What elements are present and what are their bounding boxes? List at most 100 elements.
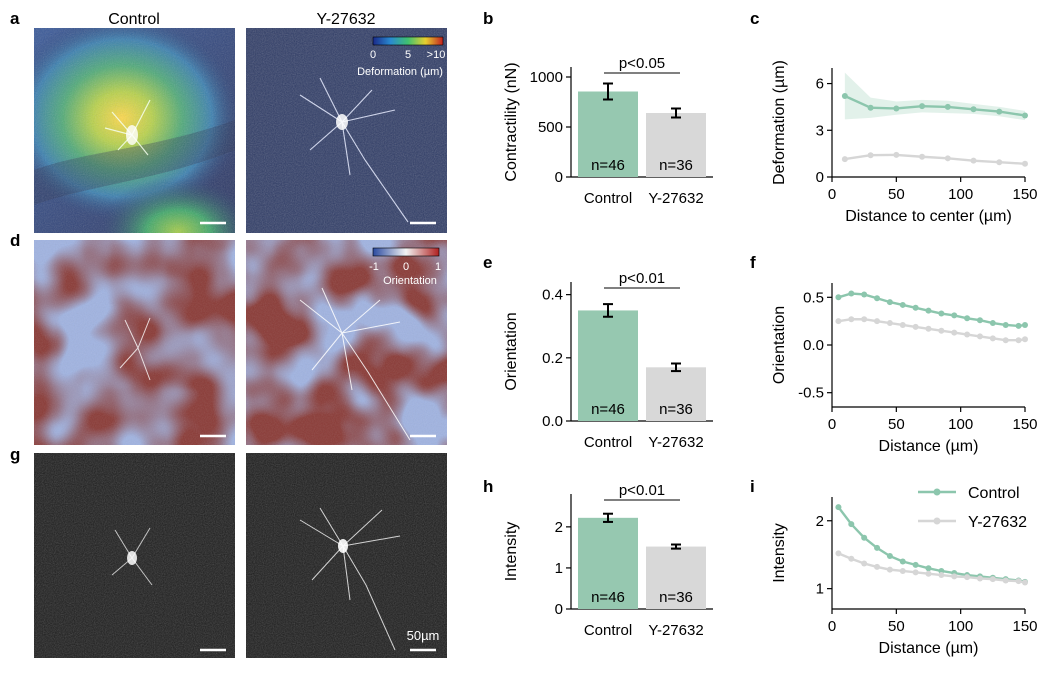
orientation-colorbar-tick-0: -1 xyxy=(369,261,379,273)
deformation-colorbar: 0 5 >10 Deformation (µm) xyxy=(357,36,446,78)
y-axis-label: Orientation xyxy=(503,312,520,390)
y-tick-label: 0.0 xyxy=(803,337,824,354)
data-point xyxy=(874,563,881,570)
panel-letter-h: h xyxy=(483,477,493,496)
bar-y-27632 xyxy=(646,546,706,609)
data-point xyxy=(886,320,893,327)
data-point xyxy=(1002,321,1009,328)
x-tick-label: 100 xyxy=(948,186,973,203)
data-point xyxy=(886,553,893,560)
x-tick-label: Y-27632 xyxy=(648,434,703,451)
count-label: n=46 xyxy=(591,401,625,418)
x-tick-label: 150 xyxy=(1012,186,1037,203)
panel-letter-e: e xyxy=(483,253,492,272)
data-point xyxy=(1015,337,1022,344)
data-point xyxy=(919,153,926,160)
count-label: n=46 xyxy=(591,157,625,174)
x-tick-label: 150 xyxy=(1012,416,1037,433)
bar-control xyxy=(578,91,638,177)
data-point xyxy=(964,574,971,581)
data-point xyxy=(835,294,842,301)
x-tick-label: 100 xyxy=(948,416,973,433)
y-tick-label: 0 xyxy=(555,601,563,618)
y-tick-label: 3 xyxy=(816,122,824,139)
y-tick-label: 1 xyxy=(555,560,563,577)
chart-orientation-bar: 0.0 0.2 0.4 Orientation n=46 Control n=36 Y-276… xyxy=(503,270,713,451)
data-point xyxy=(1022,579,1028,586)
significance-label: p<0.01 xyxy=(619,270,665,287)
data-point xyxy=(996,159,1003,166)
data-point xyxy=(938,327,945,334)
data-point xyxy=(925,325,932,332)
data-point xyxy=(912,304,919,311)
x-tick-label: 0 xyxy=(828,186,836,203)
data-point xyxy=(951,312,958,319)
data-point xyxy=(989,576,996,583)
y-axis-label: Contractility (nN) xyxy=(503,62,520,181)
data-point xyxy=(976,317,983,324)
data-point xyxy=(925,565,932,572)
x-tick-label: 50 xyxy=(888,618,905,635)
data-point xyxy=(893,151,900,158)
data-point xyxy=(1015,322,1022,329)
column-title-y27632: Y-27632 xyxy=(316,11,375,28)
panel-letter-a: a xyxy=(10,9,20,28)
data-point xyxy=(1022,336,1028,343)
count-label: n=36 xyxy=(659,401,693,418)
deformation-colorbar-tick-1: 5 xyxy=(405,49,411,61)
data-point xyxy=(970,106,977,113)
image-intensity-y27632 xyxy=(246,453,447,658)
y-tick-label: 0.2 xyxy=(542,350,563,367)
data-point xyxy=(886,566,893,573)
panel-letters: a b c d e f g h i xyxy=(10,9,759,496)
data-point xyxy=(841,93,848,100)
panel-letter-g: g xyxy=(10,445,20,464)
bar-y-27632 xyxy=(646,113,706,177)
orientation-colorbar-tick-2: 1 xyxy=(435,261,441,273)
series-line-control xyxy=(837,506,1026,584)
scalebar-label: 50µm xyxy=(407,628,440,643)
deformation-colorbar-tick-2: >10 xyxy=(427,49,446,61)
data-point xyxy=(848,521,855,528)
series-line-control xyxy=(838,292,1026,328)
chart-orientation-profile: 0 50 100 150 -0.5 0.0 0.5 Distance (µm) Orientat… xyxy=(771,283,1038,455)
data-point xyxy=(861,534,868,541)
data-point xyxy=(841,156,848,163)
chart-contractility: 0 500 1000 Contractility (nN) n=46 Control n=3… xyxy=(503,55,713,207)
data-point xyxy=(874,295,881,302)
data-point xyxy=(899,301,906,308)
y-tick-label: 1000 xyxy=(530,69,563,86)
count-label: n=36 xyxy=(659,157,693,174)
data-point xyxy=(944,103,951,110)
x-tick-label: 50 xyxy=(888,416,905,433)
data-point xyxy=(951,573,958,580)
data-point xyxy=(867,104,874,111)
x-tick-label: Control xyxy=(584,434,632,451)
x-tick-label: 50 xyxy=(888,186,905,203)
y-tick-label: 500 xyxy=(538,119,563,136)
data-point xyxy=(1002,577,1009,584)
data-point xyxy=(944,155,951,162)
data-point xyxy=(899,567,906,574)
data-point xyxy=(886,299,893,306)
orientation-colorbar: -1 0 1 Orientation xyxy=(369,247,441,287)
y-axis-label: Orientation xyxy=(771,306,788,384)
x-tick-label: 0 xyxy=(828,618,836,635)
data-point xyxy=(951,329,958,336)
data-point xyxy=(912,561,919,568)
data-point xyxy=(893,105,900,112)
y-axis-label: Intensity xyxy=(771,523,788,583)
data-point xyxy=(989,335,996,342)
deformation-colorbar-label: Deformation (µm) xyxy=(357,66,443,78)
data-point xyxy=(964,331,971,338)
panel-letter-d: d xyxy=(10,231,20,250)
legend-label: Control xyxy=(968,485,1020,502)
y-tick-label: 2 xyxy=(816,513,824,530)
significance-label: p<0.05 xyxy=(619,55,665,72)
orientation-colorbar-tick-1: 0 xyxy=(403,261,409,273)
y-tick-label: 1 xyxy=(816,581,824,598)
data-point xyxy=(925,307,932,314)
significance-label: p<0.01 xyxy=(619,482,665,499)
image-deformation-y27632 xyxy=(246,28,447,233)
